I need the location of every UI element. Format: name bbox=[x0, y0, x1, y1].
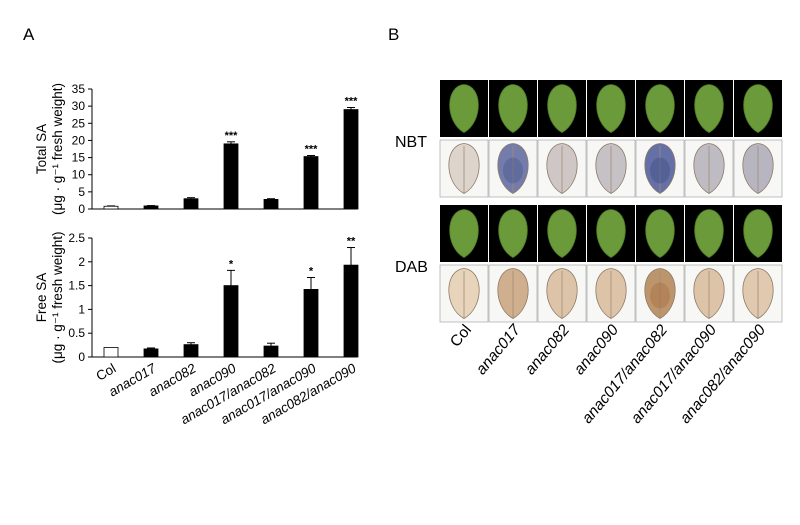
y-tick-label: 2.5 bbox=[68, 231, 85, 245]
stain-column-label: anac017 bbox=[473, 321, 525, 379]
stain-spot bbox=[503, 157, 523, 184]
bar-anac017-anac090 bbox=[303, 289, 319, 358]
y-axis-title: Total SA bbox=[34, 124, 49, 174]
bar-anac082-anac090 bbox=[343, 109, 359, 210]
leaf-green bbox=[743, 209, 773, 258]
stain-column-label: anac017/anac090 bbox=[628, 321, 720, 427]
bar-anac082-anac090 bbox=[343, 264, 359, 358]
bar-anac017-anac082 bbox=[263, 198, 279, 210]
leaf-green bbox=[498, 84, 528, 133]
stain-column-label: anac082 bbox=[522, 321, 573, 378]
significance-mark: ** bbox=[347, 236, 356, 248]
bar-Col bbox=[103, 347, 119, 358]
chart-x-axis-labels: Colanac017anac082anac090anac017/anac082a… bbox=[93, 360, 358, 427]
bar-anac090 bbox=[223, 143, 239, 210]
y-tick-label: 35 bbox=[72, 82, 86, 96]
bar-Col bbox=[103, 205, 119, 210]
significance-mark: *** bbox=[345, 96, 359, 108]
bar-anac090 bbox=[223, 285, 239, 358]
leaf-green bbox=[498, 209, 528, 258]
leaf-green bbox=[645, 209, 675, 258]
row-label-nbt: NBT bbox=[395, 134, 427, 151]
panel-label-b: B bbox=[388, 25, 399, 44]
leaf-green bbox=[596, 209, 626, 258]
leaf-green bbox=[449, 209, 479, 258]
leaf-green bbox=[547, 209, 577, 258]
bar-anac082 bbox=[183, 344, 199, 358]
y-tick-label: 30 bbox=[72, 99, 86, 113]
y-tick-label: 1.5 bbox=[68, 279, 85, 293]
x-tick-label: Col bbox=[93, 361, 118, 384]
stain-column-label: Col bbox=[447, 322, 475, 351]
leaf-green bbox=[694, 209, 724, 258]
bar-anac017 bbox=[143, 348, 159, 358]
y-tick-label: 5 bbox=[78, 185, 85, 199]
y-tick-label: 0.5 bbox=[68, 326, 85, 340]
y-axis-unit: (μg · g⁻¹ fresh weight) bbox=[50, 83, 65, 215]
leaf-green bbox=[596, 84, 626, 133]
bar-anac017-anac082 bbox=[263, 345, 279, 358]
y-axis-unit: (μg · g⁻¹ fresh weight) bbox=[50, 232, 65, 364]
y-tick-label: 25 bbox=[72, 116, 86, 130]
stain-column-label: anac082/anac090 bbox=[677, 321, 769, 427]
y-tick-label: 2 bbox=[78, 255, 85, 269]
total-sa-chart: 0 5 10 15 20 25 30 35 Total SA (μg · g⁻¹ fresh we… bbox=[34, 82, 359, 216]
significance-mark: * bbox=[309, 266, 314, 278]
free-sa-chart: 0 0.5 1 1.5 2 2.5 Free SA (μg · g⁻¹ fresh weigh… bbox=[34, 231, 359, 364]
y-axis-title: Free SA bbox=[34, 273, 49, 323]
significance-mark: *** bbox=[305, 144, 319, 156]
y-tick-label: 0 bbox=[78, 202, 85, 216]
stain-column-label: anac090 bbox=[571, 321, 622, 378]
leaf-green bbox=[645, 84, 675, 133]
significance-mark: *** bbox=[225, 130, 239, 142]
y-tick-label: 10 bbox=[72, 168, 86, 182]
bar-anac017-anac090 bbox=[303, 156, 319, 210]
stain-spot bbox=[650, 282, 670, 309]
stain-photo-panel: NBT DAB bbox=[395, 80, 783, 323]
y-tick-label: 20 bbox=[72, 133, 86, 147]
stain-column-label: anac017/anac082 bbox=[579, 321, 671, 427]
leaf-green bbox=[743, 84, 773, 133]
leaf-green bbox=[547, 84, 577, 133]
y-tick-label: 0 bbox=[78, 350, 85, 364]
row-label-dab: DAB bbox=[395, 259, 428, 276]
stain-spot bbox=[650, 157, 670, 184]
leaf-green bbox=[694, 84, 724, 133]
significance-mark: * bbox=[229, 258, 234, 270]
bar-anac017 bbox=[143, 205, 159, 210]
bar-anac082 bbox=[183, 198, 199, 210]
y-tick-label: 1 bbox=[78, 302, 85, 316]
panel-label-a: A bbox=[23, 25, 35, 44]
y-tick-label: 15 bbox=[72, 151, 86, 165]
leaf-green bbox=[449, 84, 479, 133]
stain-genotype-labels: Colanac017anac082anac090anac017/anac082a… bbox=[447, 321, 769, 427]
